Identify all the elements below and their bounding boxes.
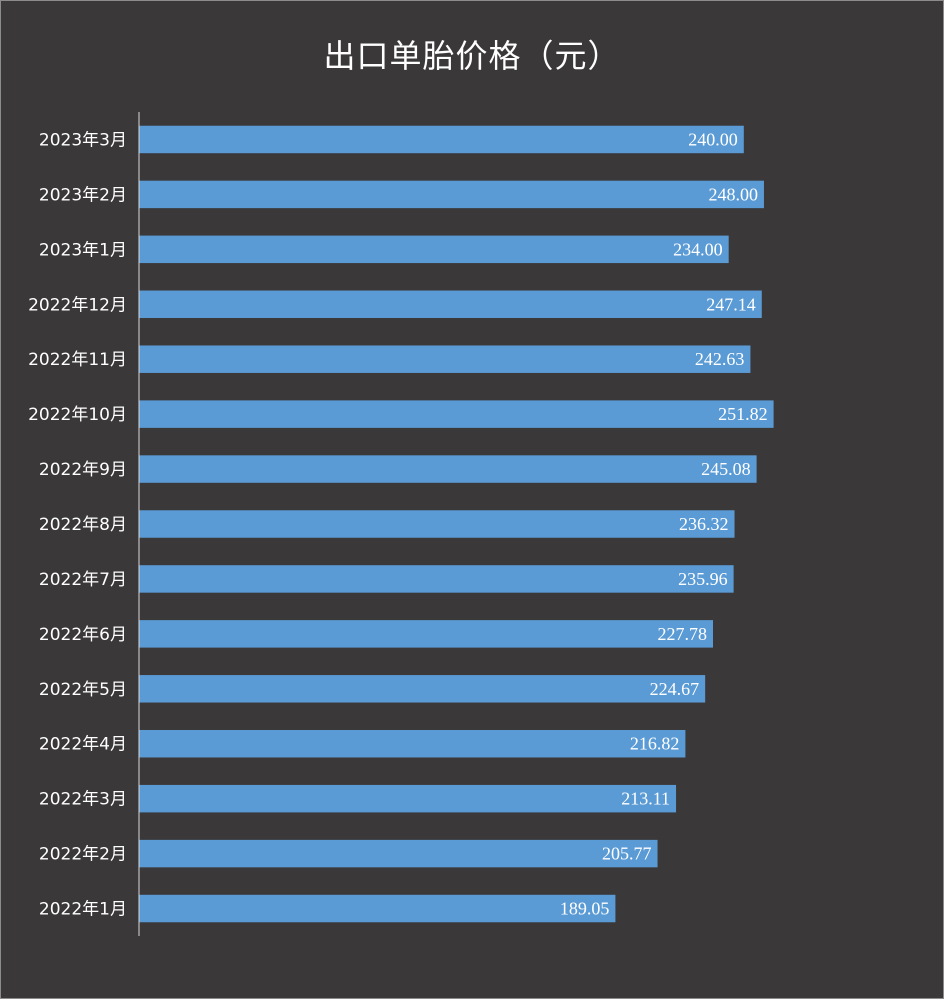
category-label-1: 2023年2月 [39, 185, 127, 205]
category-label-2: 2023年1月 [39, 240, 127, 260]
value-label-3: 247.14 [706, 294, 756, 314]
category-label-4: 2022年11月 [28, 350, 127, 370]
category-label-6: 2022年9月 [39, 460, 127, 480]
bar-9 [139, 620, 714, 648]
bar-4 [139, 345, 751, 373]
bar-2 [139, 235, 729, 264]
category-label-14: 2022年1月 [39, 900, 127, 920]
bar-13 [139, 839, 658, 868]
value-label-5: 251.82 [718, 404, 768, 424]
category-label-9: 2022年6月 [39, 625, 127, 645]
value-label-9: 227.78 [658, 624, 708, 644]
bar-14 [139, 894, 616, 923]
bar-6 [139, 455, 757, 483]
category-label-7: 2022年8月 [39, 515, 127, 535]
category-label-11: 2022年4月 [39, 735, 127, 755]
bar-5 [139, 400, 774, 428]
value-label-4: 242.63 [695, 349, 745, 369]
value-label-10: 224.67 [650, 679, 700, 699]
bar-7 [139, 510, 735, 538]
category-label-13: 2022年2月 [39, 845, 127, 865]
value-label-6: 245.08 [701, 459, 751, 479]
value-label-7: 236.32 [679, 514, 729, 534]
bar-3 [139, 290, 762, 318]
category-label-5: 2022年10月 [28, 405, 127, 425]
value-label-13: 205.77 [602, 844, 652, 864]
bar-1 [139, 180, 764, 209]
value-label-14: 189.05 [560, 899, 610, 919]
value-label-2: 234.00 [673, 239, 723, 259]
category-label-3: 2022年12月 [28, 295, 127, 315]
value-label-11: 216.82 [630, 734, 680, 754]
chart-title: 出口单胎价格（元） [323, 37, 621, 75]
category-label-0: 2023年3月 [39, 130, 127, 150]
bar-8 [139, 565, 734, 593]
bar-11 [139, 730, 686, 758]
value-label-0: 240.00 [688, 129, 738, 149]
bar-0 [139, 125, 744, 154]
bar-12 [139, 784, 677, 813]
value-label-12: 213.11 [621, 789, 670, 809]
value-label-8: 235.96 [678, 569, 728, 589]
category-label-10: 2022年5月 [39, 680, 127, 700]
bar-10 [139, 675, 706, 703]
category-label-12: 2022年3月 [39, 790, 127, 810]
category-label-8: 2022年7月 [39, 570, 127, 590]
value-label-1: 248.00 [708, 184, 758, 204]
